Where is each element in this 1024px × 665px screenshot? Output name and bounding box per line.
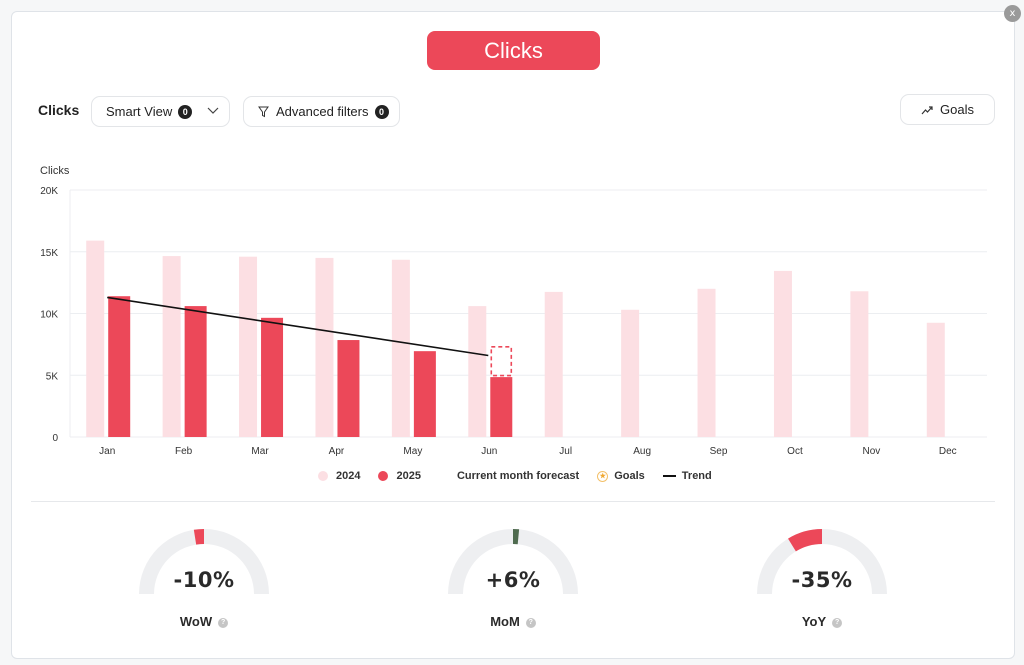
legend-label-2025: 2025 <box>396 470 421 482</box>
gauge-yoy-title: YoY <box>801 614 827 629</box>
gauge-fill <box>788 529 822 552</box>
gauge-wow-value: -10% <box>173 568 235 592</box>
legend-swatch-2024 <box>318 471 328 481</box>
gauge-track <box>448 529 578 594</box>
gauge-mom-value: +6% <box>485 568 541 592</box>
legend-item-trend[interactable]: Trend <box>662 470 712 482</box>
chevron-down-icon <box>207 104 219 121</box>
legend-item-goals[interactable]: ★ Goals <box>597 470 645 482</box>
gauge-fill <box>513 529 520 545</box>
advanced-filters-button[interactable]: Advanced filters 0 <box>243 96 400 127</box>
gauge-track <box>757 529 887 594</box>
gauge-arc <box>139 529 269 594</box>
smart-view-dropdown[interactable]: Smart View 0 <box>91 96 230 127</box>
legend-label-2024: 2024 <box>336 470 361 482</box>
gauge-mom-title: MoM <box>490 614 520 629</box>
gauge-mom: +6% MoM? <box>448 528 578 638</box>
gauge-yoy: -35% YoY? <box>757 528 887 638</box>
legend-item-forecast[interactable]: Current month forecast <box>457 470 579 482</box>
advanced-filters-count-badge: 0 <box>374 104 389 119</box>
help-icon[interactable]: ? <box>832 617 843 628</box>
goals-button[interactable]: Goals <box>900 94 995 125</box>
gauge-mom-label: MoM? <box>448 614 578 629</box>
legend-label-forecast: Current month forecast <box>456 470 580 482</box>
gauge-track <box>139 529 269 594</box>
gauge-wow-title: WoW <box>179 614 213 629</box>
advanced-filters-label: Advanced filters <box>276 104 369 119</box>
gauge-arc <box>757 529 887 594</box>
gauge-yoy-value: -35% <box>791 568 853 592</box>
chart-legend: 2024 2025 Current month forecast ★ Goals… <box>318 470 730 482</box>
legend-label-trend: Trend <box>681 470 712 482</box>
help-icon[interactable]: ? <box>525 617 536 628</box>
section-divider <box>31 501 995 502</box>
trend-up-icon <box>921 105 933 115</box>
gauge-arc <box>448 529 578 594</box>
gauge-yoy-label: YoY? <box>757 614 887 629</box>
smart-view-label: Smart View <box>106 104 173 119</box>
legend-swatch-2025 <box>378 471 389 481</box>
smart-view-count-badge: 0 <box>178 104 193 119</box>
star-icon: ★ <box>597 470 609 482</box>
gauge-fill <box>193 529 204 545</box>
legend-label-goals: Goals <box>614 470 645 482</box>
legend-item-2025[interactable]: 2025 <box>378 470 421 482</box>
filter-icon <box>258 106 269 118</box>
legend-item-2024[interactable]: 2024 <box>318 470 360 482</box>
help-icon[interactable]: ? <box>218 617 229 628</box>
trend-line-swatch <box>662 475 676 477</box>
page-title: Clicks <box>427 31 600 70</box>
goals-label: Goals <box>940 102 974 117</box>
metric-label: Clicks <box>38 102 80 118</box>
y-axis-title: Clicks <box>40 165 70 177</box>
close-button[interactable]: x <box>1004 5 1021 22</box>
gauge-wow-label: WoW? <box>139 614 269 629</box>
gauge-wow: -10% WoW? <box>139 528 269 638</box>
